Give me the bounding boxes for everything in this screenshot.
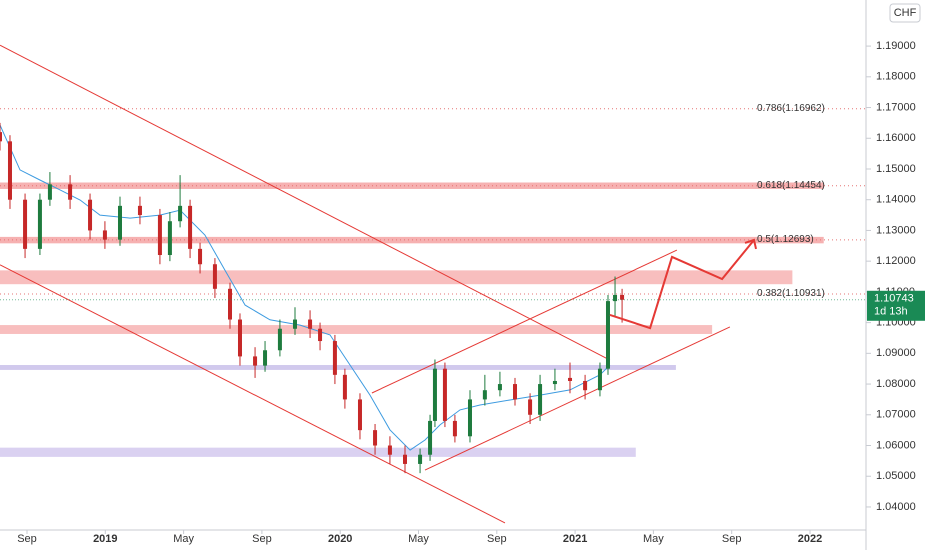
candle-body <box>102 230 107 240</box>
candle-body <box>620 294 625 300</box>
zone <box>0 447 636 457</box>
candle-body <box>583 380 588 391</box>
candle-body <box>228 288 233 320</box>
candle-body <box>212 264 217 289</box>
y-tick-label: 1.12000 <box>876 255 916 267</box>
candle-body <box>568 377 573 381</box>
candle-body <box>442 368 447 421</box>
trend-line <box>0 264 506 524</box>
x-tick-label: May <box>408 533 429 545</box>
candle-body <box>277 328 282 351</box>
candle-body <box>198 248 203 265</box>
candle-body <box>402 454 407 464</box>
candle-body <box>117 205 122 240</box>
candle-body <box>292 319 297 329</box>
candle-body <box>597 368 602 391</box>
x-tick-label: May <box>173 533 194 545</box>
y-tick-label: 1.08000 <box>876 378 916 390</box>
candle-body <box>68 184 73 200</box>
y-tick-label: 1.16000 <box>876 132 916 144</box>
candle-body <box>253 356 258 366</box>
fib-label: 0.618(1.14454) <box>757 180 825 191</box>
candle-body <box>237 319 242 357</box>
y-tick-label: 1.17000 <box>876 101 916 113</box>
candle-body <box>263 350 268 366</box>
candle-body <box>605 301 610 369</box>
fib-label: 0.786(1.16962) <box>757 103 825 114</box>
projection <box>609 239 755 330</box>
y-tick-label: 1.04000 <box>876 501 916 513</box>
trend-line <box>371 249 678 394</box>
trend-line <box>424 326 731 471</box>
x-tick-label: Sep <box>17 533 37 545</box>
candle-body <box>482 390 487 400</box>
candle-body <box>318 328 323 342</box>
x-tick-label: Sep <box>487 533 507 545</box>
candle-body <box>428 420 433 455</box>
candle-body <box>88 199 93 231</box>
zone <box>0 182 824 189</box>
candle-body <box>7 141 12 200</box>
fib-label: 0.5(1.12693) <box>757 234 814 245</box>
candle-body <box>432 368 437 421</box>
x-tick-label: May <box>643 533 664 545</box>
candle-body <box>513 384 518 400</box>
zone <box>0 325 713 334</box>
y-tick-label: 1.07000 <box>876 409 916 421</box>
y-tick-label: 1.09000 <box>876 347 916 359</box>
y-tick-label: 1.14000 <box>876 194 916 206</box>
y-tick-label: 1.05000 <box>876 470 916 482</box>
candle-body <box>357 399 362 431</box>
candle-body <box>342 374 347 400</box>
x-tick-label: Sep <box>252 533 272 545</box>
last-price-label: 1.10743 <box>874 293 914 305</box>
candle-body <box>552 380 557 385</box>
candle-body <box>188 205 193 249</box>
y-tick-label: 1.18000 <box>876 71 916 83</box>
x-tick-label: 2022 <box>798 533 822 545</box>
candle-body <box>467 399 472 437</box>
candle-body <box>157 215 162 256</box>
trend-line <box>0 44 611 361</box>
y-tick-label: 1.06000 <box>876 439 916 451</box>
candle-body <box>613 294 618 302</box>
y-tick-label: 1.15000 <box>876 163 916 175</box>
candle-body <box>0 132 2 142</box>
x-tick-label: 2019 <box>93 533 117 545</box>
last-price-box <box>867 290 925 321</box>
candle-body <box>178 205 183 222</box>
x-tick-label: Sep <box>722 533 742 545</box>
zone <box>0 270 793 285</box>
candle-body <box>538 384 543 415</box>
fib-label: 0.382(1.10931) <box>757 288 825 299</box>
x-tick-label: 2020 <box>328 533 352 545</box>
candle-body <box>23 199 28 249</box>
currency-badge[interactable] <box>889 3 921 23</box>
candle-body <box>387 445 392 455</box>
countdown-label: 1d 13h <box>874 306 908 318</box>
x-tick-label: 2021 <box>563 533 587 545</box>
projection-arrowhead <box>744 238 757 250</box>
candle-body <box>418 454 423 464</box>
candle-body <box>47 184 52 200</box>
candle-body <box>37 199 42 249</box>
candle-body <box>373 430 378 446</box>
y-tick-label: 1.19000 <box>876 40 916 52</box>
candle-body <box>452 420 457 437</box>
candle-body <box>167 221 172 256</box>
zone <box>0 365 676 370</box>
zone <box>0 236 824 244</box>
currency: CHF <box>894 7 917 19</box>
candle-body <box>497 384 502 391</box>
candle-body <box>332 341 337 375</box>
y-tick-label: 1.13000 <box>876 224 916 236</box>
candle-body <box>528 399 533 415</box>
candle-body <box>308 319 313 329</box>
candle-body <box>137 205 142 216</box>
